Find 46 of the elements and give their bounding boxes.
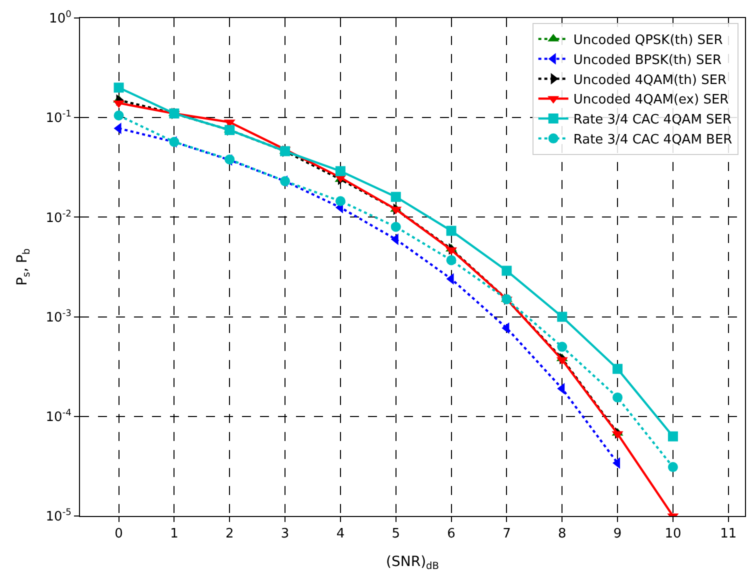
x-tick-label: 0 <box>114 526 123 542</box>
point <box>390 222 401 232</box>
point <box>114 110 124 120</box>
point <box>502 266 512 276</box>
point <box>668 431 678 442</box>
point <box>446 255 456 266</box>
x-tick-label: 11 <box>720 526 737 542</box>
legend-label: Uncoded 4QAM(ex) SER <box>573 92 729 108</box>
x-tick-label: 7 <box>502 526 511 542</box>
y-tick-label: 10$^{-3}$ <box>46 308 72 326</box>
legend-label: Rate 3/4 CAC 4QAM BER <box>573 132 732 148</box>
legend-label: Uncoded 4QAM(th) SER <box>573 72 727 88</box>
point <box>557 312 568 322</box>
x-axis-title: (SNR)$_{dB}$ <box>386 554 440 572</box>
x-tick-label: 4 <box>336 526 345 542</box>
point <box>502 294 512 304</box>
point <box>446 226 456 236</box>
x-tick-label: 2 <box>225 526 234 542</box>
y-tick-label: 10$^{-1}$ <box>46 110 72 126</box>
point <box>280 176 290 186</box>
x-tick-label: 5 <box>392 526 400 542</box>
legend-label: Uncoded QPSK(th) SER <box>573 33 723 48</box>
y-tick-label: 10$^{0}$ <box>49 10 72 27</box>
point <box>335 196 346 206</box>
y-tick-label: 10$^{-5}$ <box>46 508 72 525</box>
point <box>169 136 180 147</box>
y-tick-label: 10$^{-2}$ <box>46 209 72 226</box>
point <box>335 166 346 176</box>
x-tick-label: 3 <box>280 526 290 542</box>
point <box>390 192 401 202</box>
point <box>557 342 568 352</box>
legend-label: Rate 3/4 CAC 4QAM SER <box>573 112 732 128</box>
point <box>224 125 235 136</box>
legend-label: Uncoded BPSK(th) SER <box>573 52 722 68</box>
point <box>169 108 180 118</box>
point <box>224 154 235 164</box>
x-tick-label: 10 <box>664 526 682 542</box>
y-tick-label: 10$^{-4}$ <box>46 408 72 425</box>
x-tick-label: 9 <box>613 526 622 542</box>
x-tick-label: 8 <box>558 526 566 542</box>
point <box>612 364 623 374</box>
x-tick-label: 1 <box>170 526 178 542</box>
point <box>114 82 124 93</box>
point <box>668 462 678 472</box>
x-tick-label: 6 <box>447 526 456 542</box>
point <box>612 392 623 402</box>
